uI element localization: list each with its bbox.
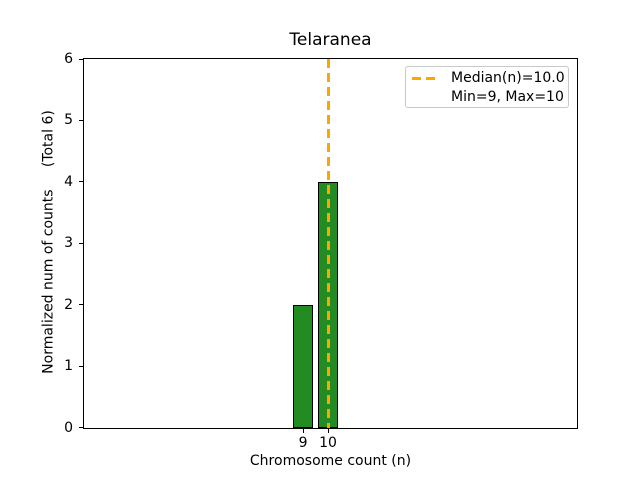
legend-median-label: Median(n)=10.0 [451,70,565,86]
x-tick-label: 9 [298,435,308,451]
x-axis-label: Chromosome count (n) [249,453,412,469]
y-tick-mark [79,181,83,182]
y-tick-label: 2 [64,296,73,313]
legend: Median(n)=10.0 Min=9, Max=10 [405,66,569,108]
y-tick-label: 3 [64,235,73,251]
legend-entry-median: Median(n)=10.0 [412,69,565,88]
dashed-line-swatch-icon [412,77,436,80]
x-tick-mark [327,428,329,433]
bar-9 [293,305,314,428]
y-tick-mark [79,59,83,60]
y-tick-label: 6 [64,50,73,67]
y-tick-label: 5 [64,112,73,128]
empty-legend-handle [412,96,436,99]
y-tick-mark [79,120,83,121]
y-tick-label: 0 [64,419,73,436]
y-tick-mark [79,243,83,244]
y-tick-mark [79,427,83,428]
y-tick-mark [79,304,83,305]
y-axis-label: Normalized num of counts (Total 6) [40,110,57,374]
y-tick-label: 4 [64,173,73,190]
legend-entry-minmax: Min=9, Max=10 [412,88,564,107]
chart-title: Telaranea [289,30,372,50]
plot-area: Median(n)=10.0 Min=9, Max=10 0 1 2 3 4 5 6 9 10 [64,51,578,451]
legend-minmax-label: Min=9, Max=10 [451,89,564,105]
x-tick-label: 10 [319,435,337,451]
y-tick-label: 1 [64,358,73,374]
y-tick-mark [79,366,83,367]
median-line [326,59,330,428]
x-tick-mark [302,428,304,433]
